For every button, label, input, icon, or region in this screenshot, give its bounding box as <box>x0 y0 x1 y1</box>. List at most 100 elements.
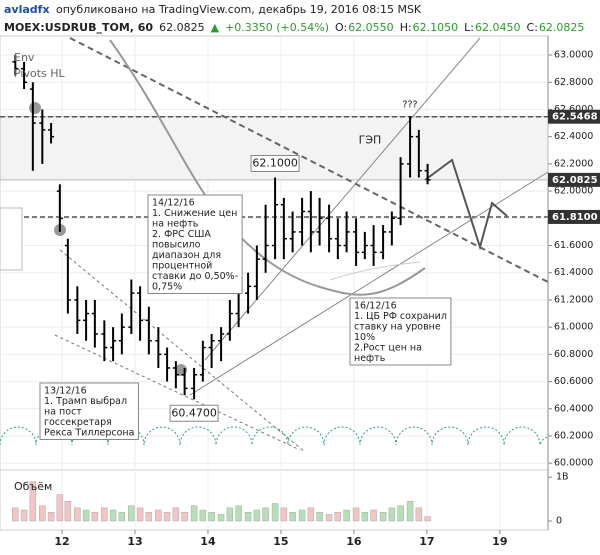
price-label: 62.5468 <box>552 112 598 123</box>
volume-bar <box>361 511 369 522</box>
volume-bar <box>397 505 404 522</box>
note-line: 1. ЦБ РФ сохранил <box>354 311 447 322</box>
volume-bar <box>91 511 99 522</box>
volume-bar <box>217 514 225 522</box>
x-tick-label: 19 <box>492 535 507 548</box>
question-label: ??? <box>402 100 417 111</box>
note-box <box>147 194 243 294</box>
channel-line <box>204 37 481 361</box>
volume-bar <box>253 509 261 522</box>
volume-tick-label: 1B <box>556 472 569 483</box>
moving-average <box>109 39 426 296</box>
volume-bar <box>298 509 306 522</box>
note-line: 13/12/16 <box>44 386 87 397</box>
header-h: 62.1050 <box>413 21 459 34</box>
volume-bar <box>424 516 431 522</box>
header-last: 62.0825 <box>159 21 205 34</box>
symbol-header: MOEX:USDRUB_TOM, 60 62.0825 ▲ +0.3350 (+0.5… <box>4 21 584 34</box>
x-tick-label: 17 <box>419 535 434 548</box>
volume-bar <box>82 509 90 522</box>
y-tick-label: 62.8000 <box>554 77 593 88</box>
note-line: 0,75% <box>152 282 182 293</box>
volume-title: Объём <box>14 480 52 493</box>
volume-bar <box>343 509 350 522</box>
price-label: 61.8100 <box>552 212 598 223</box>
header-change: +0.3350 (+0.54%) <box>225 21 329 34</box>
y-tick-label: 60.6000 <box>554 376 593 387</box>
note-line: повысило <box>152 240 201 251</box>
y-tick-label: 61.4000 <box>554 267 593 278</box>
published: опубликовано на TradingView.com, декабрь… <box>56 3 422 16</box>
volume-bar <box>379 511 387 522</box>
volume-bar <box>74 507 81 522</box>
note-line: на пост <box>44 407 82 418</box>
indicator-label: Env <box>14 51 35 64</box>
point-label: 62.1000 <box>252 156 298 169</box>
volume-bar <box>12 507 19 522</box>
x-tick-label: 13 <box>127 535 142 548</box>
y-tick-label: 60.2000 <box>554 430 593 441</box>
moving-average <box>329 261 421 281</box>
note-line: 1. Трамп выбрал <box>44 396 127 407</box>
y-tick-label: 60.4000 <box>554 403 593 414</box>
y-tick-label: 60.0000 <box>554 458 593 469</box>
volume-bar <box>181 511 188 522</box>
note-line: нефть <box>354 353 386 364</box>
volume-bar <box>388 507 396 522</box>
volume-bar <box>235 505 242 522</box>
y-tick-label: 63.0000 <box>554 50 593 61</box>
volume-bar <box>325 514 333 522</box>
header-o: 62.0550 <box>348 21 394 34</box>
volume-bar <box>155 509 162 522</box>
volume-bar <box>190 505 198 522</box>
note-line: процентной <box>152 261 212 272</box>
volume-bar <box>145 511 153 522</box>
volume-bar <box>280 507 288 522</box>
y-tick-label: 61.2000 <box>554 294 593 305</box>
y-tick-label: 62.0000 <box>554 186 593 197</box>
y-tick-label: 61.0000 <box>554 322 593 333</box>
header-h-label: H: <box>400 21 412 34</box>
header-o-label: O: <box>335 21 347 34</box>
volume-bar <box>56 494 64 522</box>
x-tick-label: 15 <box>273 535 288 548</box>
header-c: 62.0825 <box>539 21 585 34</box>
volume-bar <box>136 507 144 522</box>
y-tick-label: 62.4000 <box>554 131 593 142</box>
point-label: 60.4700 <box>171 406 217 419</box>
volume-bar <box>352 507 360 522</box>
x-tick-label: 12 <box>54 535 69 548</box>
volume-bar <box>307 507 315 522</box>
volume-bar <box>172 507 180 522</box>
note-line: на нефть <box>152 219 199 230</box>
volume-bar <box>370 509 377 522</box>
volume-bar <box>262 507 269 522</box>
note-box <box>349 297 452 366</box>
projection <box>424 158 508 251</box>
volume-bar <box>244 511 252 522</box>
point-label-box <box>169 404 219 422</box>
price-label-box <box>548 172 600 187</box>
indicator-label: Pivots HL <box>14 67 65 80</box>
volume-tick-label: 0 <box>556 516 562 527</box>
plot <box>12 55 431 522</box>
y-tick-label: 62.2000 <box>554 158 593 169</box>
volume-bar <box>128 505 135 522</box>
note-line: диапазон для <box>152 250 221 261</box>
trend-line <box>59 249 306 453</box>
author: avladfx <box>4 3 50 16</box>
note-line: 2.Рост цен на <box>354 343 422 354</box>
volume-bar <box>271 503 279 522</box>
volume-bar <box>47 511 55 522</box>
volume-bar <box>415 507 423 522</box>
note-line: 10% <box>354 332 375 343</box>
header-c-label: C: <box>527 21 538 34</box>
note-line: 14/12/16 <box>152 198 195 209</box>
volume-bar <box>118 511 126 522</box>
volume-bar <box>208 511 215 522</box>
hidden-note <box>0 207 23 271</box>
volume-bar <box>199 509 207 522</box>
header-l: 62.0450 <box>475 21 521 34</box>
gap-label: ГЭП <box>359 133 382 146</box>
